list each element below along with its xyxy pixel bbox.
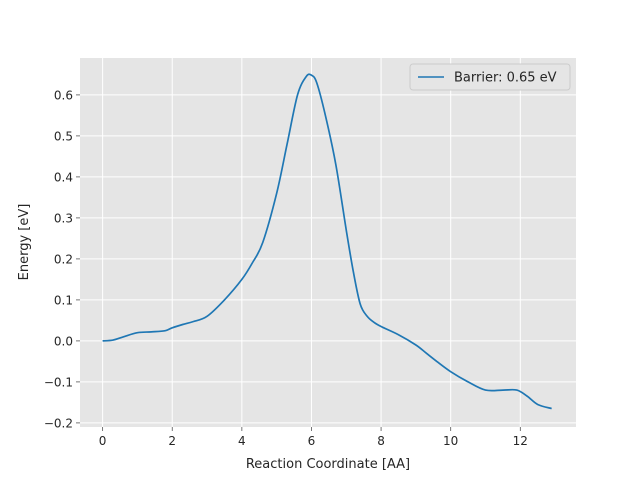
series-group [102,73,552,410]
x-tick-label: 10 [443,434,458,448]
x-tick-label: 12 [513,434,528,448]
y-tick-label: 0.3 [54,211,73,225]
y-axis-ticks: −0.2 −0.1 0.0 0.1 0.2 0.3 0.4 0.5 0.6 [44,88,80,430]
x-tick-label: 2 [168,434,176,448]
energy-profile-line [102,73,552,410]
x-tick-label: 6 [308,434,316,448]
plot-background [80,58,576,427]
y-tick-label: 0.2 [54,252,73,266]
y-tick-label: 0.5 [54,129,73,143]
y-tick-label: 0.4 [54,170,73,184]
legend: Barrier: 0.65 eV [409,63,571,91]
x-axis-ticks: 0 2 4 6 8 10 12 [99,427,528,448]
x-tick-label: 4 [238,434,246,448]
legend-frame [409,63,571,91]
x-tick-label: 0 [99,434,107,448]
legend-label: Barrier: 0.65 eV [454,71,557,86]
y-tick-label: 0.0 [54,334,73,348]
y-tick-label: 0.1 [54,293,73,307]
x-tick-label: 8 [377,434,385,448]
y-tick-label: −0.1 [44,375,73,389]
y-axis-label: Energy [eV] [17,204,32,281]
y-tick-label: 0.6 [54,88,73,102]
grid-lines [80,58,576,427]
y-tick-label: −0.2 [44,416,73,430]
x-axis-label: Reaction Coordinate [AA] [246,457,410,472]
